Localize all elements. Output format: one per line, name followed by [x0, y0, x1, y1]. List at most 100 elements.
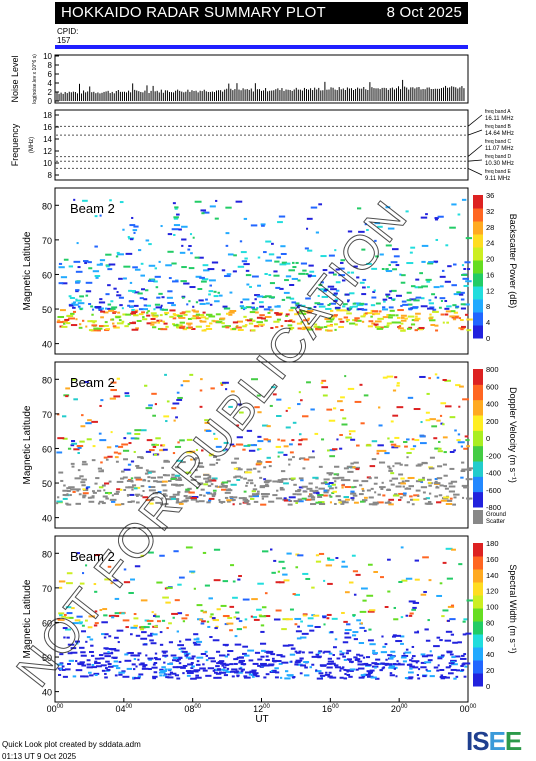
data-cell: [87, 419, 92, 422]
data-cell: [208, 497, 215, 500]
data-cell: [354, 317, 360, 320]
data-cell: [110, 500, 116, 503]
data-cell: [194, 256, 200, 259]
data-cell: [283, 579, 290, 582]
data-cell: [434, 478, 438, 481]
data-cell: [334, 480, 337, 483]
data-cell: [205, 298, 208, 301]
data-cell: [77, 305, 81, 308]
data-cell: [162, 596, 169, 599]
data-cell: [189, 373, 194, 376]
data-cell: [106, 265, 110, 268]
data-cell: [362, 286, 366, 289]
data-cell: [124, 659, 132, 662]
data-cell: [395, 675, 398, 678]
data-cell: [335, 281, 341, 284]
data-cell: [116, 629, 124, 632]
data-cell: [151, 392, 157, 395]
data-cell: [222, 643, 229, 646]
data-cell: [145, 654, 148, 657]
data-cell: [277, 479, 284, 482]
data-cell: [214, 437, 218, 440]
data-cell: [227, 253, 234, 256]
data-cell: [202, 663, 205, 666]
data-cell: [101, 633, 105, 636]
data-cell: [279, 676, 283, 679]
latitude-tick-label: 80: [42, 375, 52, 385]
data-cell: [438, 494, 443, 497]
band-name: freq band B: [485, 124, 512, 130]
data-cell: [346, 320, 349, 323]
data-cell: [395, 485, 402, 488]
data-cell: [458, 563, 463, 566]
data-cell: [309, 270, 315, 273]
data-cell: [123, 488, 127, 491]
data-cell: [85, 281, 93, 284]
data-cell: [271, 386, 276, 389]
data-cell: [150, 476, 157, 479]
data-cell: [349, 306, 353, 309]
data-cell: [73, 398, 78, 401]
data-cell: [323, 623, 326, 626]
data-cell: [145, 304, 152, 307]
data-cell: [148, 485, 151, 488]
data-cell: [174, 599, 180, 602]
data-cell: [414, 329, 419, 332]
data-cell: [281, 478, 288, 481]
data-cell: [208, 657, 215, 660]
data-cell: [385, 658, 388, 661]
data-cell: [84, 619, 88, 622]
data-cell: [63, 484, 66, 487]
data-cell: [277, 455, 280, 458]
data-cell: [270, 326, 274, 329]
band-name: freq band E: [485, 169, 512, 175]
colorbar-swatch: [473, 273, 483, 287]
data-cell: [384, 606, 389, 609]
data-cell: [76, 242, 79, 245]
data-cell: [218, 499, 221, 502]
data-cell: [260, 630, 265, 633]
data-cell: [243, 444, 251, 447]
data-cell: [286, 296, 291, 299]
data-cell: [301, 438, 308, 441]
data-cell: [199, 618, 203, 621]
data-cell: [58, 580, 66, 583]
colorbar-swatch: [473, 491, 483, 508]
data-cell: [355, 319, 362, 322]
data-cell: [272, 494, 278, 497]
data-cell: [387, 558, 391, 561]
data-cell: [330, 302, 337, 305]
data-cell: [70, 324, 78, 327]
data-cell: [198, 256, 204, 259]
data-cell: [332, 273, 337, 276]
colorbar-swatch: [473, 384, 483, 401]
data-cell: [123, 568, 127, 571]
data-cell: [355, 658, 361, 661]
data-cell: [282, 618, 289, 621]
data-cell: [384, 643, 388, 646]
data-cell: [323, 489, 328, 492]
data-cell: [232, 270, 237, 273]
data-cell: [288, 644, 294, 647]
data-cell: [107, 651, 110, 654]
data-cell: [444, 487, 449, 490]
data-cell: [251, 490, 256, 493]
data-cell: [397, 662, 401, 665]
data-cell: [407, 396, 414, 399]
data-cell: [177, 583, 182, 586]
data-cell: [86, 659, 91, 662]
data-cell: [301, 485, 308, 488]
data-cell: [194, 670, 199, 673]
data-cell: [111, 322, 115, 325]
data-cell: [245, 269, 250, 272]
data-cell: [390, 443, 397, 446]
data-cell: [176, 324, 183, 327]
data-cell: [331, 662, 336, 665]
data-cell: [75, 298, 78, 301]
data-cell: [249, 285, 252, 288]
data-cell: [59, 667, 63, 670]
data-cell: [366, 489, 371, 492]
data-cell: [323, 650, 331, 653]
data-cell: [434, 217, 439, 220]
